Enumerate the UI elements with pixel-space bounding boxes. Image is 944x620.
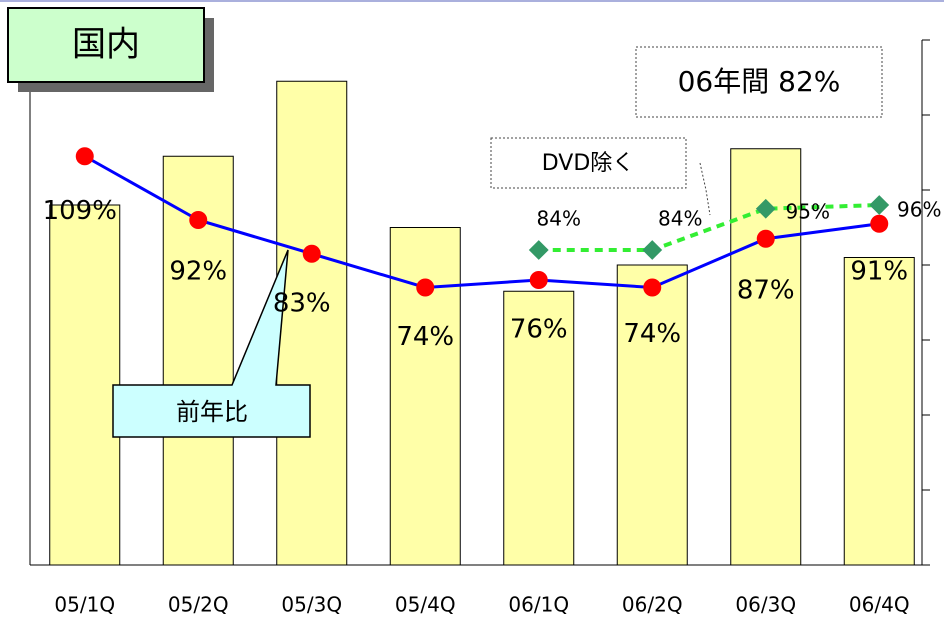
bar: [276, 80, 348, 566]
data-label: 84%: [537, 207, 581, 231]
data-label: 83%: [273, 288, 331, 318]
point: [529, 271, 548, 289]
data-label: 92%: [169, 257, 227, 287]
title-box: [7, 7, 205, 83]
chart-title: 国内: [72, 25, 140, 65]
point: [528, 240, 549, 260]
point: [643, 278, 662, 297]
data-label: 91%: [850, 256, 908, 286]
dvd-note: DVD除く: [542, 151, 635, 176]
dvd-box: [490, 137, 687, 189]
data-label: 95%: [786, 199, 830, 223]
x-tick-label: 05/3Q: [281, 593, 342, 617]
series-line: [538, 203, 880, 252]
annual-note: 06年間 82%: [678, 65, 841, 98]
point: [75, 147, 94, 166]
x-tick-label: 06/4Q: [849, 593, 910, 617]
data-label: 109%: [43, 196, 117, 226]
point: [189, 211, 208, 229]
point: [416, 278, 435, 297]
bar: [49, 204, 121, 566]
point: [756, 229, 775, 248]
x-tick-label: 05/1Q: [54, 593, 115, 617]
dvd-leader: [699, 162, 711, 216]
yoy-callout: [112, 249, 311, 438]
data-label: 96%: [897, 198, 941, 222]
yoy-note: 前年比: [176, 398, 248, 426]
bar: [503, 290, 575, 566]
x-tick-label: 06/3Q: [735, 593, 796, 617]
x-tick-label: 05/4Q: [395, 593, 456, 617]
x-tick-label: 05/2Q: [168, 593, 229, 617]
data-label: 87%: [737, 275, 795, 305]
data-label: 84%: [658, 207, 702, 231]
data-label: 76%: [510, 315, 568, 345]
point: [870, 214, 889, 233]
annual-box: [635, 46, 883, 118]
x-tick-label: 06/2Q: [622, 593, 683, 617]
bar: [616, 264, 688, 566]
x-tick-label: 06/1Q: [508, 593, 569, 617]
data-label: 74%: [396, 322, 454, 352]
point: [869, 195, 890, 215]
bar: [843, 257, 915, 566]
bars: [49, 80, 915, 566]
point: [302, 244, 321, 263]
bar: [389, 227, 461, 566]
labels: 109% 92% 83% 74% 76% 74% 87% 91% 84% 84% 95% 96%: [43, 196, 942, 352]
series-line: [84, 154, 880, 290]
data-label: 74%: [623, 319, 681, 349]
point: [642, 240, 663, 260]
